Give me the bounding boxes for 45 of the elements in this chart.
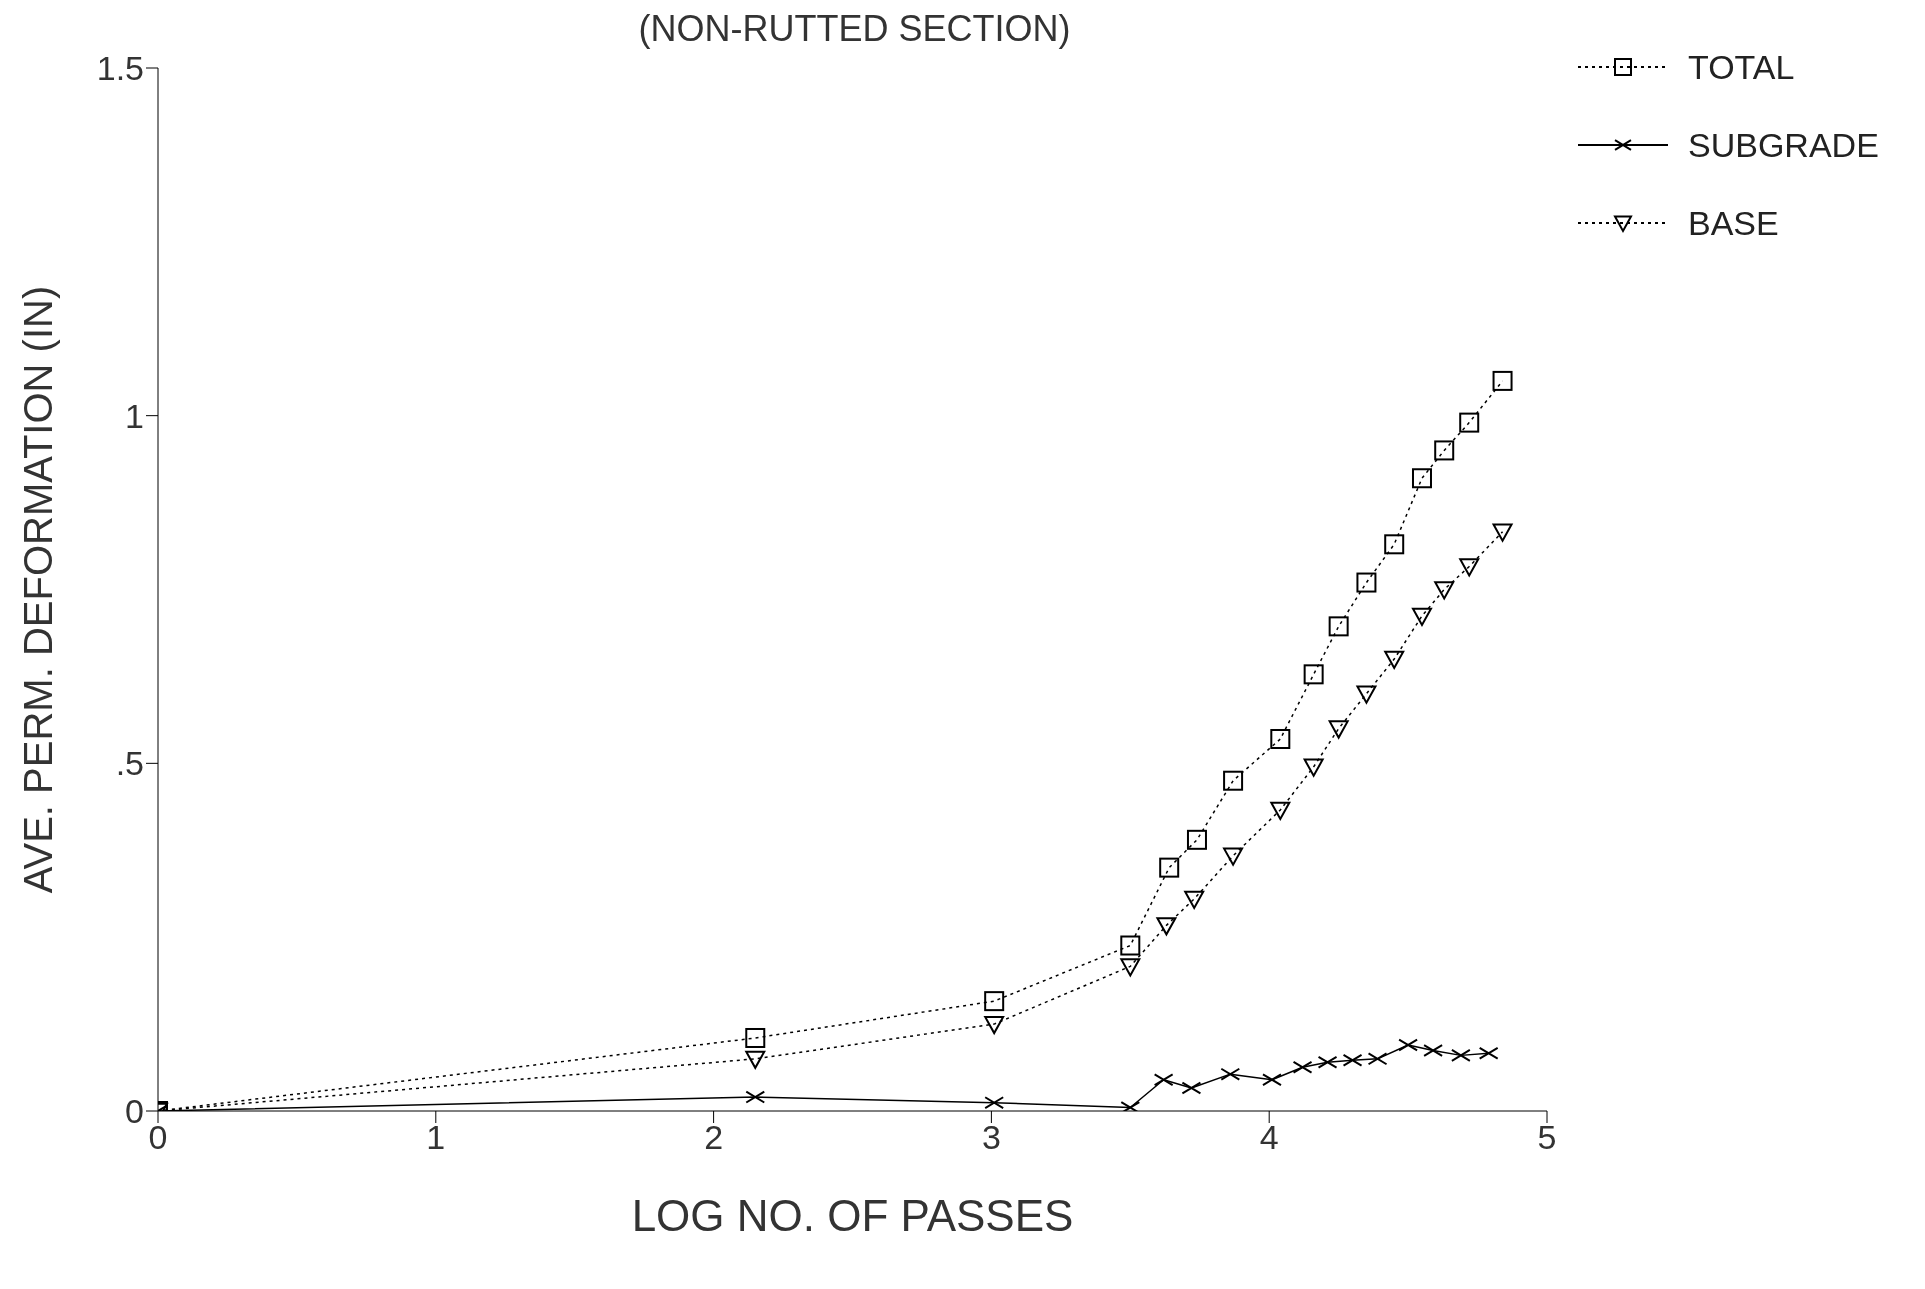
point	[1459, 412, 1480, 433]
point	[1434, 581, 1455, 600]
x-tick-label: 5	[1537, 1118, 1557, 1157]
point	[984, 1015, 1005, 1035]
point	[1303, 664, 1324, 685]
point	[1384, 650, 1405, 670]
point	[1120, 935, 1141, 956]
point	[1411, 468, 1432, 489]
x-tick-label: 4	[1259, 1118, 1279, 1157]
x-tick-label: 2	[704, 1118, 724, 1157]
point	[1159, 857, 1180, 878]
point	[984, 991, 1005, 1012]
y-tick-label: 1	[125, 396, 144, 435]
point	[1186, 829, 1207, 850]
point	[1223, 770, 1244, 791]
point	[1156, 917, 1177, 936]
point	[1184, 890, 1205, 909]
point	[1434, 440, 1455, 461]
point	[1120, 958, 1141, 977]
y-tick-label: 1.5	[96, 49, 144, 88]
x-tick-label: 3	[981, 1118, 1001, 1157]
y-axis-title: AVE. PERM. DEFORMATION (IN)	[16, 285, 61, 894]
y-tick-label: .5	[115, 744, 144, 783]
point	[1492, 370, 1513, 391]
point	[1356, 572, 1377, 593]
point	[1384, 534, 1405, 555]
y-tick-label: 0	[125, 1092, 144, 1131]
point	[1328, 720, 1349, 739]
point	[1459, 558, 1480, 577]
point	[1270, 729, 1291, 749]
legend-label: BASE	[1688, 203, 1779, 243]
point	[745, 1050, 766, 1069]
legend-label: TOTAL	[1688, 47, 1795, 87]
x-axis-title: LOG NO. OF PASSES	[631, 1191, 1074, 1240]
point	[1411, 607, 1432, 626]
point	[1303, 758, 1324, 777]
point	[1223, 847, 1244, 866]
point	[1492, 523, 1513, 542]
point	[1270, 801, 1291, 820]
point	[1356, 685, 1377, 704]
x-tick-label: 1	[426, 1118, 446, 1157]
legend-label: SUBGRADE	[1688, 125, 1879, 165]
point	[745, 1027, 766, 1048]
point	[1328, 616, 1349, 637]
chart-title: (NON-RUTTED SECTION)	[637, 8, 1072, 50]
